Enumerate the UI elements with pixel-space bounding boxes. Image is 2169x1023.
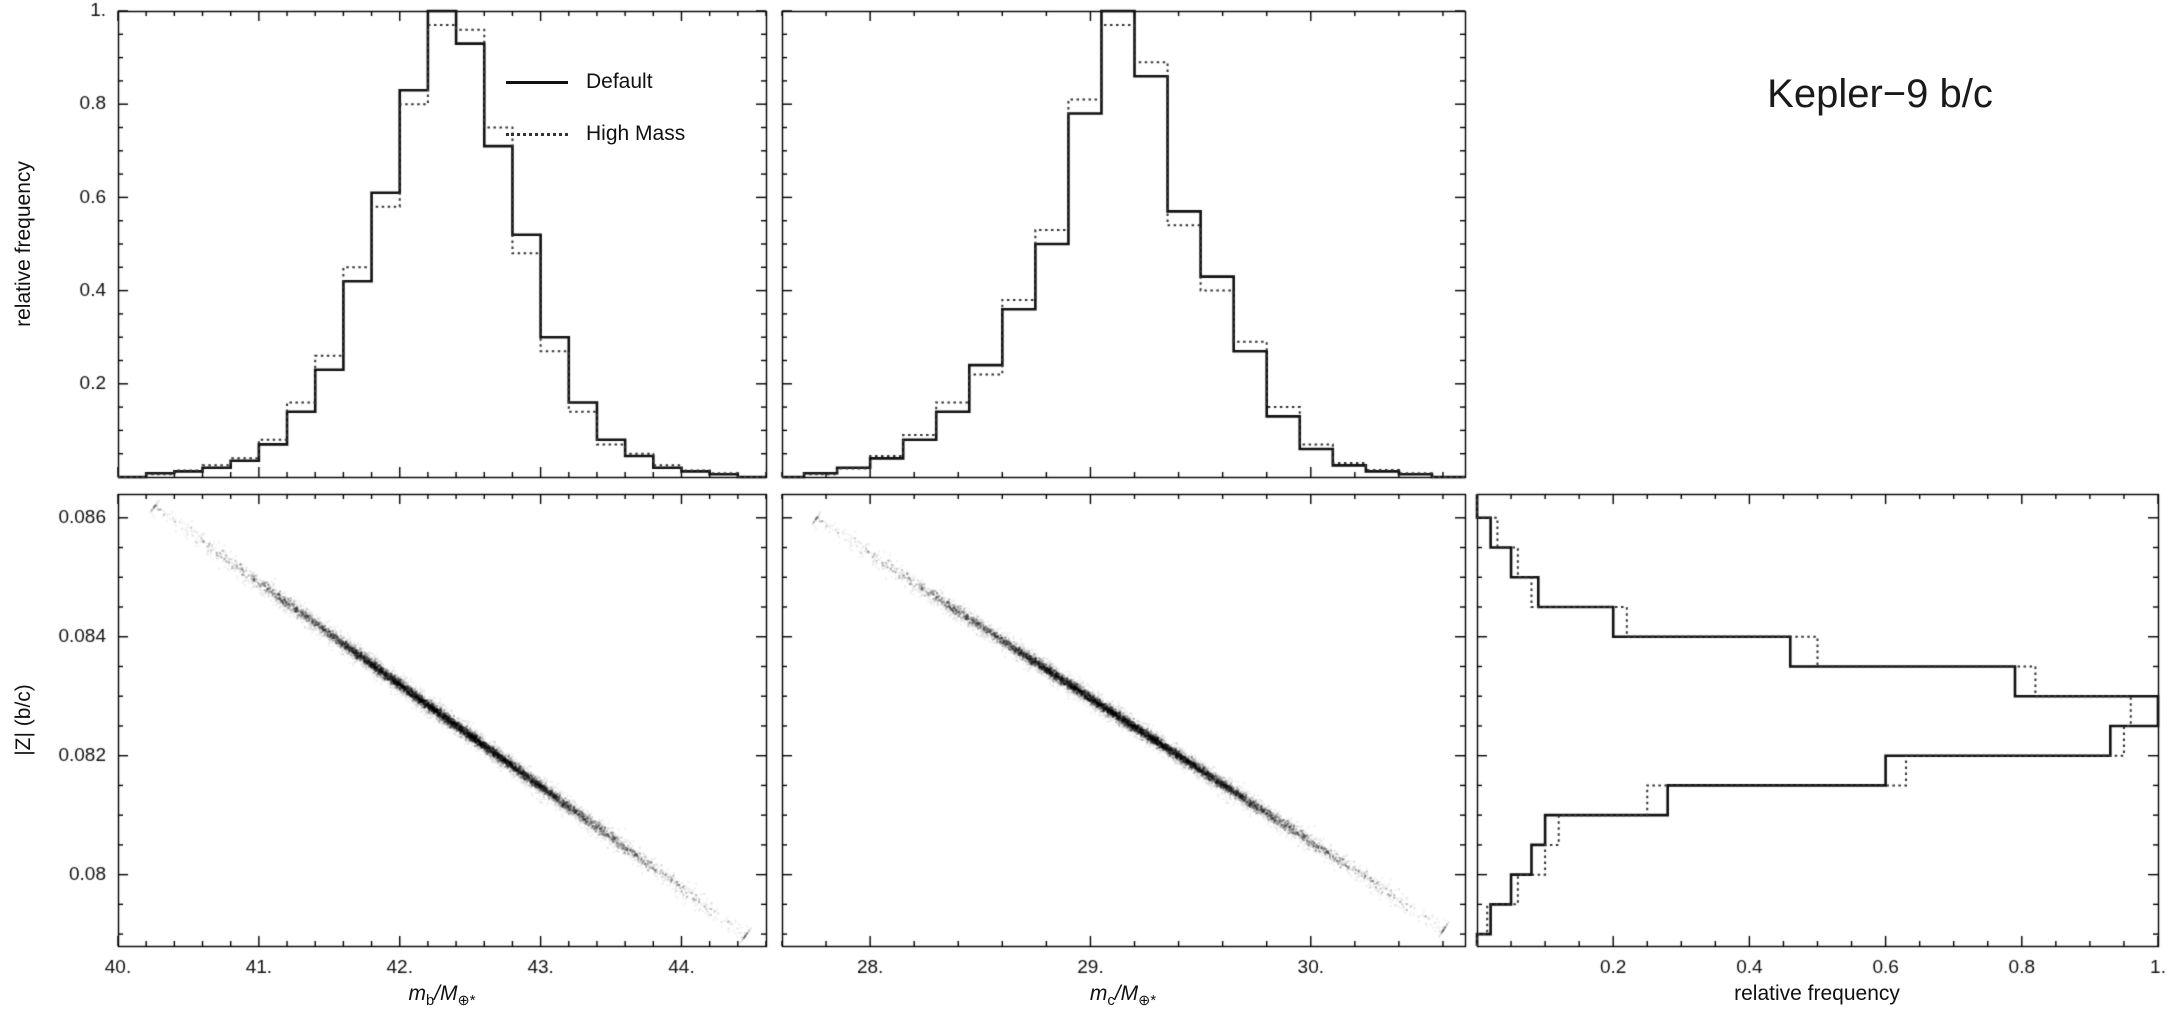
math-var-M: /M — [434, 982, 458, 1005]
dotted-line-swatch — [506, 132, 568, 136]
legend-item-high-mass: High Mass — [506, 108, 685, 160]
math-sub-c: c — [1107, 993, 1115, 1010]
math-sub-earth-star: ⊕* — [1138, 993, 1157, 1010]
legend-label: Default — [586, 70, 653, 93]
legend: Default High Mass — [506, 56, 685, 160]
solid-line-swatch — [506, 80, 568, 84]
y-axis-title-relative-frequency: relative frequency — [12, 161, 35, 327]
figure-title: Kepler−9 b/c — [1767, 72, 1993, 116]
math-sub-earth-star: ⊕* — [457, 993, 476, 1010]
legend-item-default: Default — [506, 56, 685, 108]
x-axis-title-relative-frequency: relative frequency — [1734, 982, 1900, 1005]
x-axis-title-mc: mc/M⊕* — [1090, 982, 1156, 1009]
legend-label: High Mass — [586, 122, 686, 145]
x-axis-title-mb: mb/M⊕* — [408, 982, 475, 1009]
math-sub-b: b — [425, 993, 435, 1010]
y-axis-title-z-amplitude: |Z| (b/c) — [12, 684, 35, 756]
math-var-M: /M — [1114, 982, 1139, 1005]
math-var-m: m — [408, 982, 426, 1005]
math-var-m: m — [1089, 982, 1108, 1005]
